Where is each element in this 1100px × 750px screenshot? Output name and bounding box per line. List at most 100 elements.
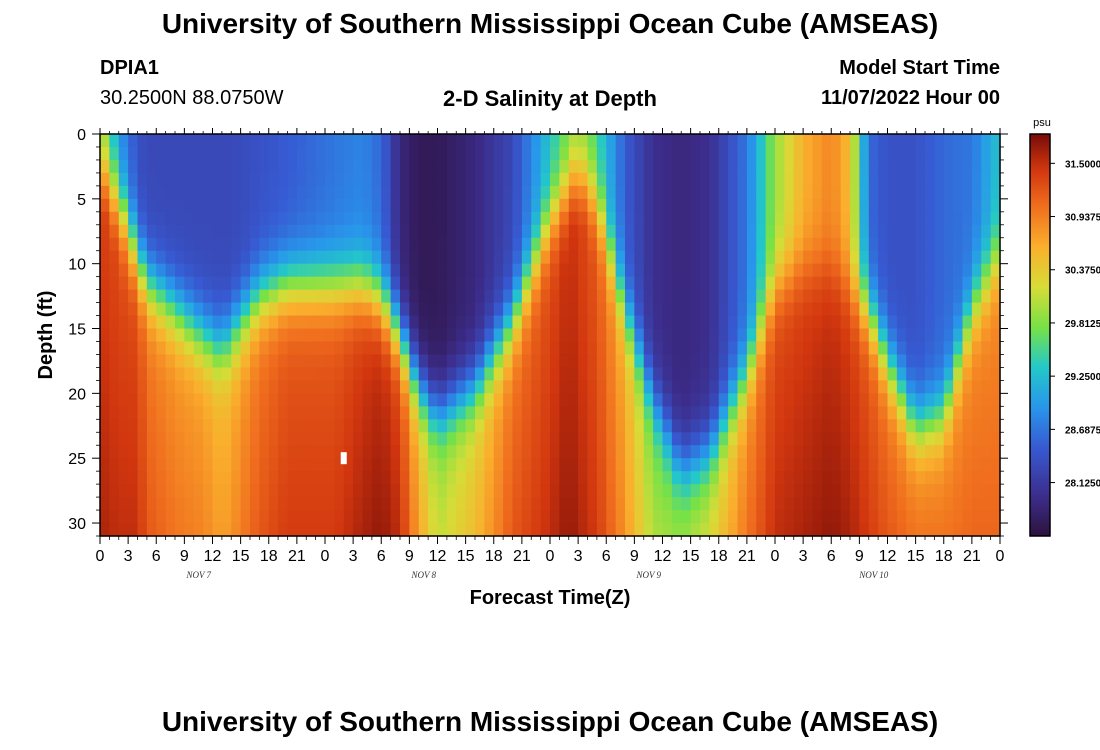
heatmap-cell: [175, 250, 185, 265]
heatmap-cell: [700, 484, 710, 498]
heatmap-cell: [906, 315, 917, 330]
heatmap-cell: [643, 354, 654, 369]
heatmap-cell: [887, 523, 898, 537]
heatmap-cell: [728, 146, 739, 161]
heatmap-cell: [850, 341, 860, 356]
heatmap-cell: [821, 497, 832, 511]
heatmap-cell: [268, 419, 279, 433]
heatmap-cell: [793, 510, 804, 524]
colorbar-tick-label: 28.6875: [1065, 425, 1100, 436]
heatmap-cell: [765, 289, 776, 304]
heatmap-cell: [953, 185, 964, 200]
heatmap-cell: [906, 263, 917, 278]
heatmap-cell: [775, 497, 785, 511]
heatmap-cell: [953, 510, 964, 524]
heatmap-cell: [812, 445, 823, 459]
heatmap-cell: [700, 328, 710, 343]
heatmap-cell: [728, 458, 739, 472]
heatmap-cell: [559, 484, 570, 498]
heatmap-cell: [278, 341, 289, 356]
heatmap-cell: [193, 250, 204, 265]
heatmap-cell: [615, 263, 626, 278]
heatmap-cell: [128, 419, 139, 433]
heatmap-cell: [615, 250, 626, 265]
heatmap-cell: [568, 341, 579, 356]
heatmap-cell: [775, 523, 785, 537]
heatmap-cell: [156, 250, 167, 265]
heatmap-cell: [700, 432, 710, 446]
heatmap-cell: [109, 393, 120, 407]
heatmap-cell: [625, 458, 635, 472]
heatmap-cell: [596, 484, 607, 498]
heatmap-cell: [221, 510, 232, 524]
heatmap-cell: [653, 432, 664, 446]
heatmap-cell: [259, 393, 270, 407]
heatmap-cell: [737, 172, 748, 187]
heatmap-cell: [821, 315, 832, 330]
heatmap-cell: [146, 211, 157, 226]
heatmap-cell: [390, 471, 401, 485]
heatmap-cell: [165, 432, 176, 446]
heatmap-cell: [231, 302, 242, 317]
heatmap-cell: [475, 159, 485, 174]
heatmap-cell: [615, 315, 626, 330]
heatmap-cell: [137, 263, 148, 278]
heatmap-cell: [437, 146, 448, 161]
heatmap-cell: [409, 134, 420, 148]
heatmap-cell: [465, 510, 476, 524]
heatmap-cell: [990, 276, 1001, 291]
heatmap-cell: [390, 134, 401, 148]
heatmap-cell: [943, 263, 954, 278]
heatmap-cell: [381, 458, 392, 472]
heatmap-cell: [446, 159, 457, 174]
heatmap-cell: [765, 185, 776, 200]
heatmap-cell: [109, 432, 120, 446]
heatmap-cell: [568, 458, 579, 472]
heatmap-cell: [278, 276, 289, 291]
heatmap-cell: [756, 380, 767, 394]
heatmap-cell: [278, 458, 289, 472]
heatmap-cell: [643, 250, 654, 265]
heatmap-cell: [175, 263, 185, 278]
heatmap-cell: [812, 497, 823, 511]
heatmap-cell: [203, 497, 214, 511]
heatmap-cell: [681, 224, 692, 239]
heatmap-cell: [625, 432, 635, 446]
heatmap-cell: [821, 432, 832, 446]
heatmap-cell: [418, 315, 429, 330]
heatmap-cell: [690, 328, 701, 343]
heatmap-cell: [812, 198, 823, 213]
heatmap-cell: [587, 237, 598, 252]
heatmap-cell: [278, 237, 289, 252]
heatmap-cell: [850, 458, 860, 472]
heatmap-cell: [671, 211, 682, 226]
heatmap-cell: [400, 445, 410, 459]
heatmap-cell: [475, 276, 485, 291]
heatmap-cell: [718, 380, 729, 394]
heatmap-cell: [137, 341, 148, 356]
heatmap-cell: [521, 276, 532, 291]
heatmap-cell: [700, 354, 710, 369]
heatmap-cell: [812, 406, 823, 420]
heatmap-cell: [746, 432, 757, 446]
heatmap-cell: [325, 432, 335, 446]
heatmap-cell: [250, 315, 260, 330]
heatmap-cell: [934, 471, 945, 485]
heatmap-cell: [709, 406, 720, 420]
heatmap-cell: [962, 406, 973, 420]
heatmap-cell: [850, 419, 860, 433]
heatmap-cell: [578, 302, 589, 317]
heatmap-cell: [212, 458, 223, 472]
heatmap-cell: [803, 146, 814, 161]
heatmap-cell: [756, 172, 767, 187]
heatmap-cell: [446, 211, 457, 226]
heatmap-cell: [343, 302, 354, 317]
heatmap-cell: [681, 445, 692, 459]
heatmap-cell: [268, 523, 279, 537]
heatmap-cell: [718, 211, 729, 226]
heatmap-cell: [906, 419, 917, 433]
heatmap-cell: [343, 380, 354, 394]
heatmap-cell: [418, 523, 429, 537]
heatmap-cell: [400, 367, 410, 381]
heatmap-cell: [437, 406, 448, 420]
